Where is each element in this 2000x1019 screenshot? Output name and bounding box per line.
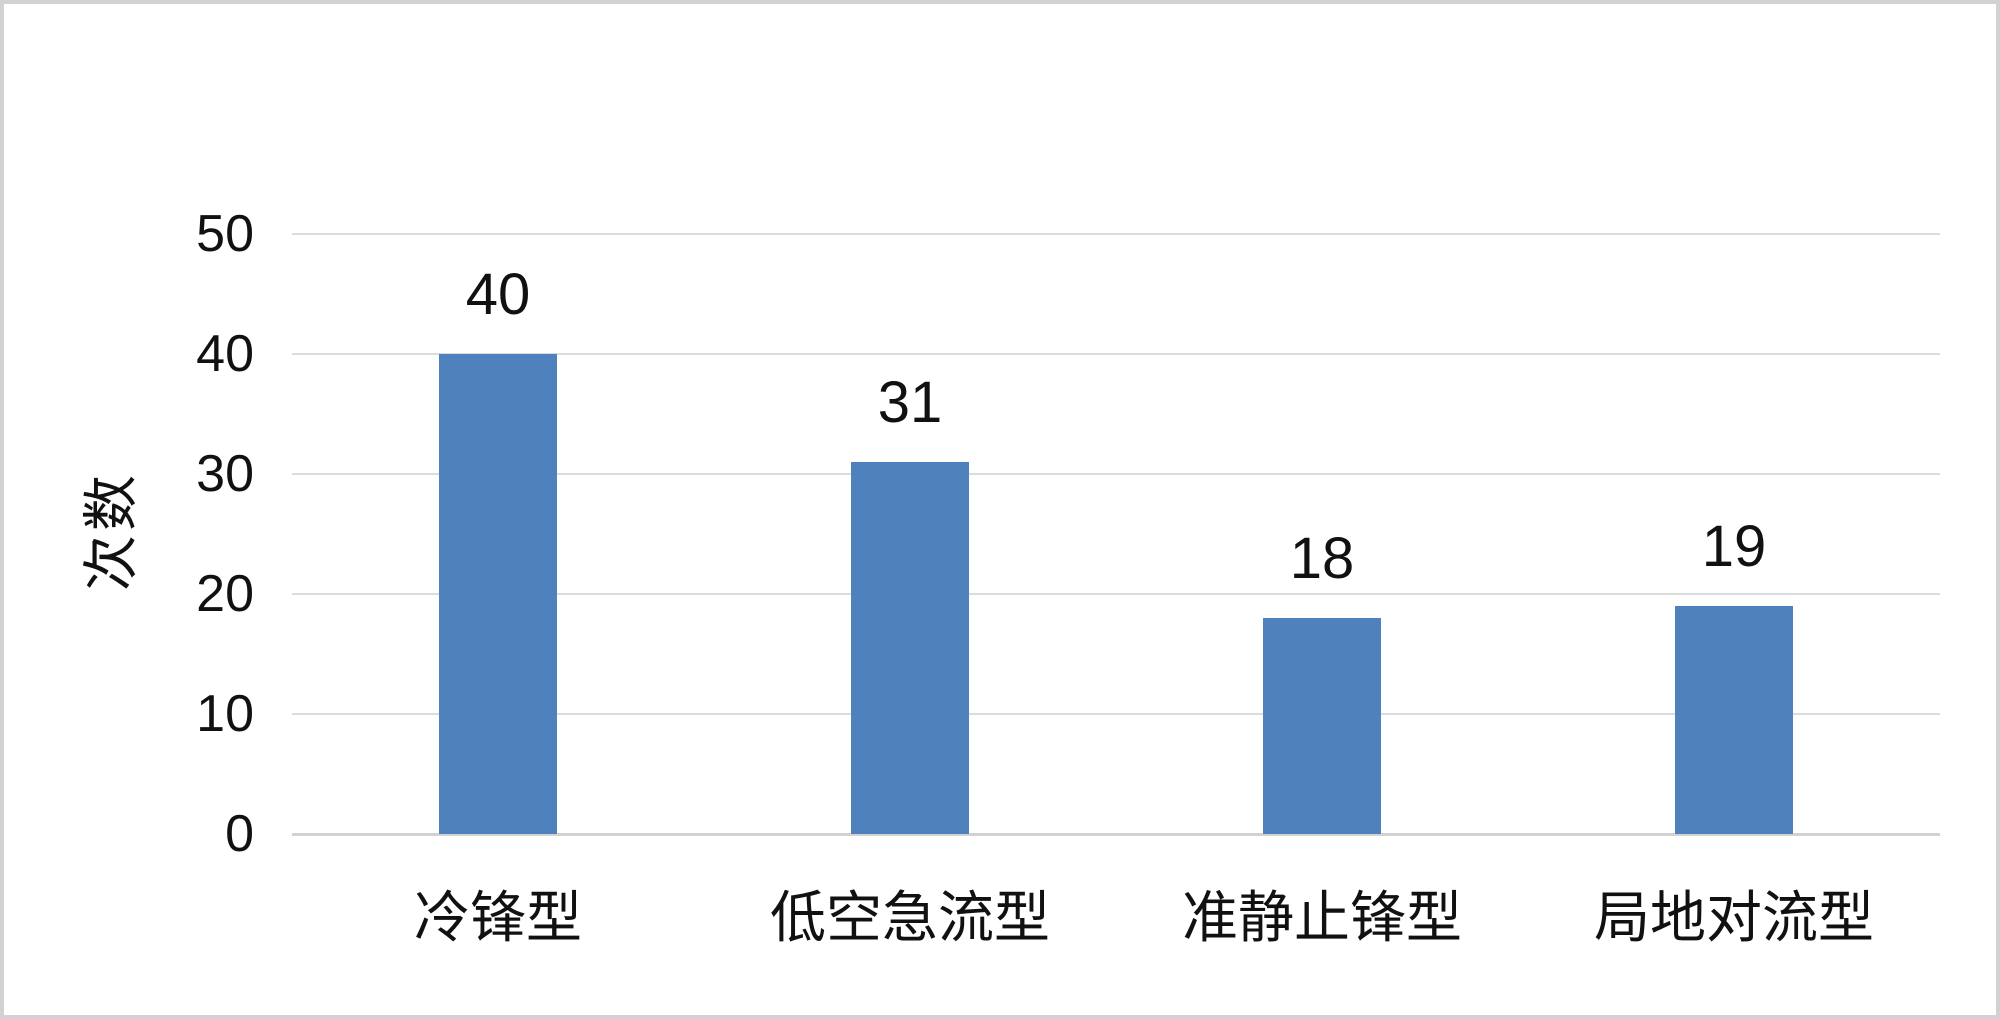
y-tick-label: 50	[196, 205, 254, 263]
bar	[1675, 606, 1793, 834]
gridline	[292, 233, 1940, 235]
bar-value-label: 31	[877, 370, 943, 435]
gridline	[292, 713, 1940, 715]
bar	[439, 354, 557, 834]
bar	[851, 462, 969, 834]
category-label: 准静止锋型	[1182, 888, 1462, 950]
gridline	[292, 473, 1940, 475]
category-label: 局地对流型	[1594, 888, 1874, 950]
y-tick-label: 10	[196, 685, 254, 743]
y-tick-label: 20	[196, 565, 254, 623]
bar	[1263, 618, 1381, 834]
y-tick-label: 30	[196, 445, 254, 503]
gridline	[292, 353, 1940, 355]
bar-value-label: 18	[1289, 526, 1355, 591]
bar-value-label: 40	[465, 262, 531, 327]
category-label: 冷锋型	[414, 888, 582, 950]
category-label: 低空急流型	[770, 888, 1050, 950]
bar-value-label: 19	[1701, 514, 1767, 579]
x-axis-baseline	[292, 833, 1940, 836]
y-tick-label: 0	[225, 805, 254, 863]
gridline	[292, 593, 1940, 595]
y-tick-label: 40	[196, 325, 254, 383]
